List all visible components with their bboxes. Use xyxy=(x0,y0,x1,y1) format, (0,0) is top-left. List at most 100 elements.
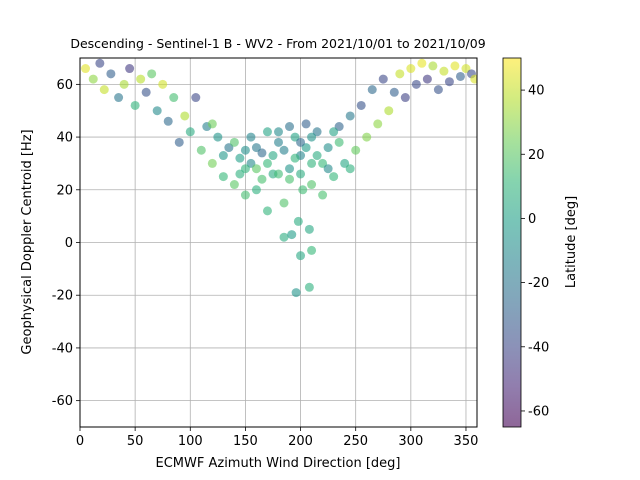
data-point xyxy=(158,79,168,89)
y-tick-label: 60 xyxy=(56,78,73,93)
data-point xyxy=(279,198,289,208)
data-point xyxy=(378,74,388,84)
data-point xyxy=(362,132,372,142)
data-point xyxy=(307,180,317,190)
data-point xyxy=(218,151,228,161)
data-point xyxy=(196,145,206,155)
data-point xyxy=(296,137,306,147)
data-point xyxy=(251,164,261,174)
x-tick-label: 50 xyxy=(127,434,144,449)
data-point xyxy=(218,172,228,182)
data-point xyxy=(274,137,283,147)
y-tick-label: 40 xyxy=(56,131,73,146)
data-point xyxy=(262,206,272,216)
x-tick-label: 100 xyxy=(178,434,203,449)
data-point xyxy=(147,69,157,79)
y-axis-label: Geophysical Doppler Centroid [Hz] xyxy=(20,129,35,354)
data-point xyxy=(213,132,223,142)
data-point xyxy=(119,79,129,89)
data-point xyxy=(229,137,239,147)
data-point xyxy=(274,127,283,137)
data-point xyxy=(411,79,421,89)
data-point xyxy=(384,106,394,116)
colorbar-label: Latitude [deg] xyxy=(564,196,579,288)
y-tick-label: 0 xyxy=(65,236,73,251)
data-point xyxy=(285,174,295,184)
data-point xyxy=(207,119,217,129)
data-point xyxy=(262,127,272,137)
data-point xyxy=(169,93,179,103)
x-tick-label: 200 xyxy=(288,434,313,449)
data-point xyxy=(291,288,301,298)
data-point xyxy=(323,164,333,174)
data-point xyxy=(304,282,314,292)
data-point xyxy=(191,93,201,103)
data-point xyxy=(207,158,217,168)
data-point xyxy=(329,172,339,182)
x-axis-label: ECMWF Azimuth Wind Direction [deg] xyxy=(156,456,401,471)
data-point xyxy=(99,85,109,95)
y-tick-label: -60 xyxy=(52,394,73,409)
data-point xyxy=(373,119,383,129)
data-point xyxy=(274,169,283,179)
data-point xyxy=(400,93,410,103)
data-point xyxy=(174,137,184,147)
data-point xyxy=(329,127,339,137)
colorbar-bar xyxy=(502,57,522,428)
data-point xyxy=(287,230,297,240)
data-point xyxy=(88,74,98,84)
data-point xyxy=(450,61,460,71)
data-point xyxy=(307,158,317,168)
data-point xyxy=(296,251,306,261)
data-point xyxy=(395,69,405,79)
data-point xyxy=(312,151,322,161)
data-point xyxy=(323,143,333,153)
data-point xyxy=(417,58,427,68)
colorbar-tick-label: -40 xyxy=(528,340,549,355)
data-point xyxy=(130,100,140,110)
data-point xyxy=(285,122,295,132)
data-point xyxy=(345,164,355,174)
data-point xyxy=(251,185,261,195)
data-point xyxy=(114,93,124,103)
data-point xyxy=(298,185,308,195)
data-point xyxy=(290,153,300,163)
colorbar-tick-label: 0 xyxy=(528,212,536,227)
data-point xyxy=(285,164,295,174)
data-point xyxy=(106,69,116,79)
x-tick-label: 350 xyxy=(454,434,479,449)
x-tick-label: 0 xyxy=(76,434,84,449)
chart-title: Descending - Sentinel-1 B - WV2 - From 2… xyxy=(70,36,485,51)
data-point xyxy=(136,74,146,84)
data-point xyxy=(356,100,366,110)
data-point xyxy=(422,74,432,84)
colorbar-tick-label: -60 xyxy=(528,404,549,419)
data-point xyxy=(125,64,135,74)
data-point xyxy=(293,216,303,226)
data-point xyxy=(433,85,443,95)
y-tick-label: -20 xyxy=(52,289,73,304)
data-point xyxy=(235,153,245,163)
data-point xyxy=(406,64,416,74)
data-point xyxy=(318,190,328,200)
plot-area: 0 50 100 150 200 250 300 350 -60 -40 -20 0 20 40 60 xyxy=(52,57,479,449)
data-point xyxy=(444,77,454,87)
data-point xyxy=(163,116,173,126)
data-point xyxy=(235,169,245,179)
x-tick-label: 150 xyxy=(233,434,258,449)
data-point xyxy=(251,143,261,153)
data-point xyxy=(95,58,105,68)
data-point xyxy=(240,145,250,155)
data-point xyxy=(180,111,190,121)
data-point xyxy=(240,190,250,200)
data-point xyxy=(470,74,477,84)
data-point xyxy=(367,85,377,95)
data-point xyxy=(351,145,361,155)
colorbar: -60 -40 -20 0 20 40 xyxy=(502,57,549,428)
y-tick-label: -40 xyxy=(52,341,73,356)
data-point xyxy=(81,64,91,74)
x-tick-label: 250 xyxy=(343,434,368,449)
colorbar-tick-label: -20 xyxy=(528,276,549,291)
scatter-points xyxy=(81,58,477,298)
